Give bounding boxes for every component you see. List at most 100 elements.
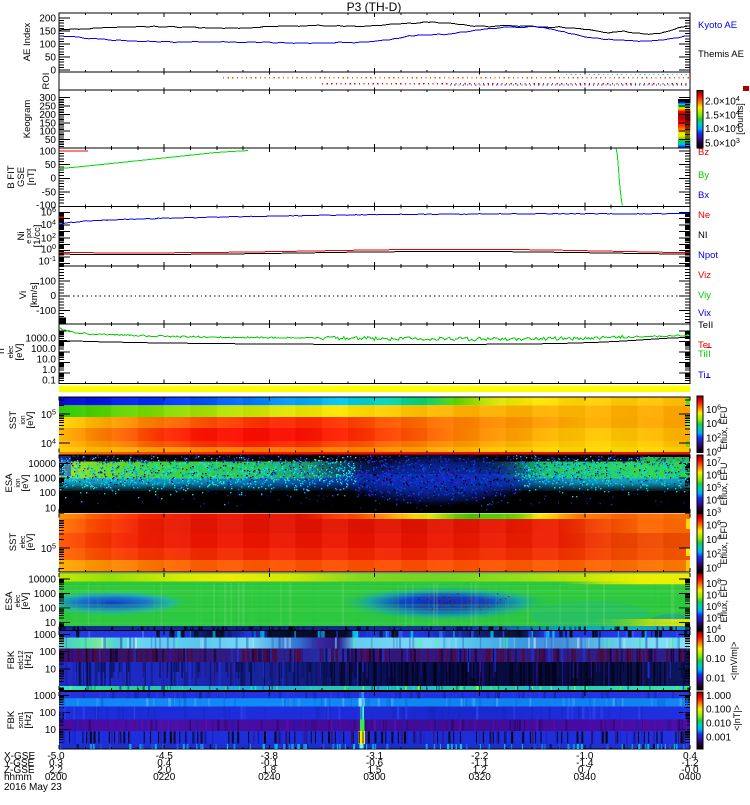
svg-text:0.7: 0.7 xyxy=(578,765,592,776)
svg-text:FBK: FBK xyxy=(6,650,17,669)
svg-text:1000: 1000 xyxy=(34,630,57,641)
svg-text:Kyoto AE: Kyoto AE xyxy=(698,20,737,31)
svg-text:10: 10 xyxy=(45,725,57,736)
svg-text:-1.1: -1.1 xyxy=(471,758,489,769)
svg-text:Viy: Viy xyxy=(698,290,711,301)
svg-text:ion: ion xyxy=(15,478,22,487)
svg-text:0.1: 0.1 xyxy=(42,376,56,387)
svg-text:[1/cc]: [1/cc] xyxy=(32,225,43,248)
svg-text:50: 50 xyxy=(45,53,57,64)
svg-text:TeII: TeII xyxy=(698,320,713,331)
svg-text:1000: 1000 xyxy=(34,474,57,485)
svg-text:-5.0: -5.0 xyxy=(47,751,65,762)
svg-text:Ti: Ti xyxy=(698,370,706,381)
svg-text:ESA: ESA xyxy=(4,591,15,611)
svg-text:Y-GSE: Y-GSE xyxy=(4,758,35,769)
svg-text:50: 50 xyxy=(45,160,57,171)
svg-text:Bz: Bz xyxy=(698,147,709,158)
svg-text:Eflux, EFU: Eflux, EFU xyxy=(719,406,729,449)
svg-text:1.8: 1.8 xyxy=(262,765,276,776)
svg-text:ESA: ESA xyxy=(4,473,15,493)
svg-text:Viz: Viz xyxy=(698,270,711,281)
svg-text:[eV]: [eV] xyxy=(25,412,36,429)
svg-text:hhmm: hhmm xyxy=(4,772,32,783)
svg-text:0340: 0340 xyxy=(574,772,597,783)
svg-text:2016 May 23: 2016 May 23 xyxy=(4,782,62,793)
svg-text:10000: 10000 xyxy=(28,575,56,586)
svg-text:FBK: FBK xyxy=(6,710,17,729)
svg-text:0: 0 xyxy=(50,174,56,185)
svg-text:-0.6: -0.6 xyxy=(366,758,384,769)
svg-text:150: 150 xyxy=(39,27,56,38)
svg-text:ROI: ROI xyxy=(41,73,52,90)
svg-text:0320: 0320 xyxy=(469,772,492,783)
svg-text:Ti: Ti xyxy=(0,348,7,356)
svg-text:Ni: Ni xyxy=(16,232,27,241)
svg-text:0.10: 0.10 xyxy=(706,654,726,665)
svg-text:0400: 0400 xyxy=(679,772,702,783)
svg-text:200: 200 xyxy=(39,110,56,121)
svg-text:250: 250 xyxy=(39,102,56,113)
svg-text:elec: elec xyxy=(15,594,22,607)
svg-text:1.5: 1.5 xyxy=(368,765,382,776)
svg-text:-50: -50 xyxy=(42,187,57,198)
svg-text:2.0×104: 2.0×104 xyxy=(705,94,740,108)
svg-text:100: 100 xyxy=(39,127,56,138)
svg-text:edc12: edc12 xyxy=(18,650,25,669)
svg-text:0.001: 0.001 xyxy=(706,733,731,744)
svg-text:1.0×104: 1.0×104 xyxy=(705,122,740,136)
svg-text:SST: SST xyxy=(8,411,19,430)
svg-text:<|nT|>: <|nT|> xyxy=(732,705,742,731)
svg-text:[km/s]: [km/s] xyxy=(29,282,40,307)
svg-text:Vix: Vix xyxy=(698,308,711,319)
svg-text:1000: 1000 xyxy=(34,691,57,702)
svg-text:100: 100 xyxy=(39,147,56,158)
svg-text:10: 10 xyxy=(45,504,57,515)
svg-text:[Hz]: [Hz] xyxy=(23,712,34,729)
svg-text:-1.4: -1.4 xyxy=(576,758,594,769)
svg-text:[eV]: [eV] xyxy=(20,593,31,610)
svg-text:e pot: e pot xyxy=(26,228,33,244)
svg-text:P3 (TH-D): P3 (TH-D) xyxy=(347,0,402,14)
svg-text:-3.1: -3.1 xyxy=(366,751,384,762)
svg-text:-3.8: -3.8 xyxy=(261,751,279,762)
svg-text:scm1: scm1 xyxy=(18,712,25,729)
svg-text:-1.0: -1.0 xyxy=(576,751,594,762)
svg-text:AE Index: AE Index xyxy=(22,22,33,61)
svg-text:0.010: 0.010 xyxy=(706,719,731,730)
svg-text:Eflux, EFU: Eflux, EFU xyxy=(719,521,729,564)
svg-text:5.0×103: 5.0×103 xyxy=(705,136,740,150)
svg-text:Ne: Ne xyxy=(698,210,710,221)
svg-text:[eV]: [eV] xyxy=(25,534,36,551)
svg-text:0200: 0200 xyxy=(45,772,68,783)
svg-text:0: 0 xyxy=(50,291,56,302)
svg-text:X-GSE: X-GSE xyxy=(4,751,35,762)
svg-text:1000: 1000 xyxy=(34,589,57,600)
svg-text:Te: Te xyxy=(698,340,708,351)
svg-text:GSE: GSE xyxy=(16,167,27,187)
svg-text:10.0: 10.0 xyxy=(37,355,57,366)
svg-text:0.4: 0.4 xyxy=(683,751,697,762)
svg-text:Eflux, EFU: Eflux, EFU xyxy=(719,579,729,622)
svg-text:100: 100 xyxy=(39,488,56,499)
svg-text:elec: elec xyxy=(8,345,15,358)
svg-text:Themis AE: Themis AE xyxy=(698,49,744,60)
svg-text:1.5×104: 1.5×104 xyxy=(705,108,740,122)
svg-text:0.01: 0.01 xyxy=(706,674,726,685)
svg-text:ion: ion xyxy=(20,415,27,424)
svg-text:[eV]: [eV] xyxy=(20,475,31,492)
svg-text:-0.1: -0.1 xyxy=(261,758,279,769)
svg-text:1.2: 1.2 xyxy=(473,765,487,776)
svg-text:Z-GSE: Z-GSE xyxy=(4,765,35,776)
svg-text:2.0: 2.0 xyxy=(157,765,171,776)
svg-text:10: 10 xyxy=(45,618,57,629)
svg-text:0.100: 0.100 xyxy=(706,705,731,716)
svg-text:-0.0: -0.0 xyxy=(681,765,699,776)
svg-text:[eV]: [eV] xyxy=(14,344,25,361)
svg-text:10000: 10000 xyxy=(28,459,56,470)
svg-text:[counts]: [counts] xyxy=(735,103,745,135)
svg-text:0220: 0220 xyxy=(153,772,176,783)
svg-text:Npot: Npot xyxy=(698,250,718,261)
svg-text:-100: -100 xyxy=(36,200,56,211)
svg-text:100.0: 100.0 xyxy=(31,344,56,355)
